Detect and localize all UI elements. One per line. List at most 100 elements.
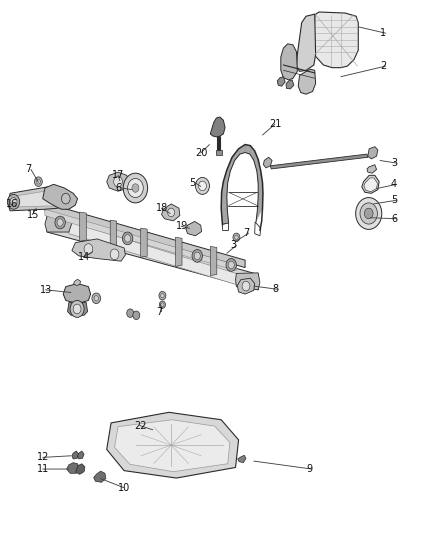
Text: 12: 12: [37, 453, 49, 463]
Circle shape: [124, 235, 131, 242]
Circle shape: [226, 259, 237, 271]
Circle shape: [61, 193, 70, 204]
Circle shape: [70, 301, 84, 317]
Circle shape: [168, 208, 175, 216]
Polygon shape: [69, 221, 243, 287]
Polygon shape: [115, 419, 230, 472]
Circle shape: [57, 219, 63, 226]
Circle shape: [161, 303, 164, 306]
Circle shape: [159, 301, 166, 309]
Text: 5: 5: [189, 177, 196, 188]
Circle shape: [7, 195, 20, 209]
Text: 5: 5: [391, 195, 397, 205]
Polygon shape: [238, 455, 246, 463]
Text: 13: 13: [40, 285, 52, 295]
Circle shape: [228, 261, 234, 269]
Polygon shape: [367, 165, 377, 173]
Polygon shape: [298, 69, 316, 94]
Polygon shape: [67, 463, 80, 473]
Text: 18: 18: [156, 203, 168, 213]
Circle shape: [35, 177, 42, 187]
Polygon shape: [72, 451, 79, 459]
Polygon shape: [237, 278, 254, 294]
Polygon shape: [281, 44, 297, 80]
Polygon shape: [78, 451, 84, 459]
Polygon shape: [10, 191, 57, 207]
Text: 20: 20: [195, 148, 208, 158]
Polygon shape: [210, 117, 225, 137]
Polygon shape: [43, 184, 78, 209]
Polygon shape: [216, 150, 222, 155]
Polygon shape: [314, 12, 358, 68]
Text: 7: 7: [156, 306, 162, 317]
Polygon shape: [277, 77, 285, 86]
Polygon shape: [270, 154, 368, 169]
Polygon shape: [72, 239, 125, 261]
Text: 3: 3: [231, 240, 237, 251]
Polygon shape: [258, 171, 262, 198]
Circle shape: [84, 244, 93, 254]
Text: 14: 14: [78, 252, 90, 262]
Polygon shape: [239, 144, 245, 154]
Polygon shape: [236, 273, 260, 290]
Circle shape: [161, 294, 164, 298]
Polygon shape: [257, 159, 261, 184]
Polygon shape: [368, 147, 378, 159]
Polygon shape: [227, 157, 235, 171]
Polygon shape: [286, 80, 294, 89]
Text: 11: 11: [37, 464, 49, 474]
Text: 22: 22: [134, 421, 147, 431]
Polygon shape: [263, 157, 272, 168]
Circle shape: [242, 281, 250, 291]
Circle shape: [356, 198, 382, 229]
Text: 8: 8: [272, 284, 278, 294]
Polygon shape: [67, 303, 88, 316]
Circle shape: [127, 309, 134, 317]
Text: 7: 7: [25, 165, 32, 174]
Circle shape: [122, 232, 133, 245]
Polygon shape: [221, 208, 229, 225]
Polygon shape: [107, 413, 239, 478]
Circle shape: [235, 235, 238, 239]
Polygon shape: [245, 144, 251, 154]
Text: 6: 6: [116, 183, 122, 193]
Polygon shape: [176, 237, 182, 266]
Text: 21: 21: [269, 119, 282, 130]
Text: 7: 7: [243, 228, 249, 238]
Circle shape: [159, 292, 166, 300]
Circle shape: [132, 184, 139, 192]
Polygon shape: [223, 170, 230, 183]
Polygon shape: [364, 178, 378, 192]
Text: 9: 9: [306, 464, 312, 474]
Polygon shape: [210, 246, 217, 276]
Polygon shape: [8, 187, 62, 211]
Polygon shape: [297, 14, 316, 71]
Circle shape: [127, 179, 143, 198]
Polygon shape: [162, 204, 180, 221]
Circle shape: [55, 216, 65, 229]
Circle shape: [92, 293, 101, 304]
Text: 19: 19: [176, 221, 188, 231]
Circle shape: [73, 304, 81, 314]
Polygon shape: [221, 192, 227, 209]
Text: 15: 15: [27, 209, 39, 220]
Circle shape: [123, 173, 148, 203]
Circle shape: [110, 249, 119, 260]
Circle shape: [360, 203, 378, 224]
Polygon shape: [257, 183, 263, 211]
Polygon shape: [45, 203, 245, 268]
Text: 16: 16: [6, 199, 18, 209]
Polygon shape: [256, 193, 263, 222]
Text: 6: 6: [391, 214, 397, 224]
Polygon shape: [94, 471, 106, 482]
Text: 1: 1: [380, 28, 386, 38]
Polygon shape: [45, 215, 72, 232]
Circle shape: [10, 198, 17, 206]
Polygon shape: [141, 228, 147, 257]
Text: 10: 10: [118, 482, 130, 492]
Polygon shape: [47, 216, 258, 290]
Polygon shape: [76, 464, 85, 474]
Polygon shape: [186, 221, 201, 236]
Polygon shape: [45, 209, 237, 271]
Circle shape: [94, 296, 99, 301]
